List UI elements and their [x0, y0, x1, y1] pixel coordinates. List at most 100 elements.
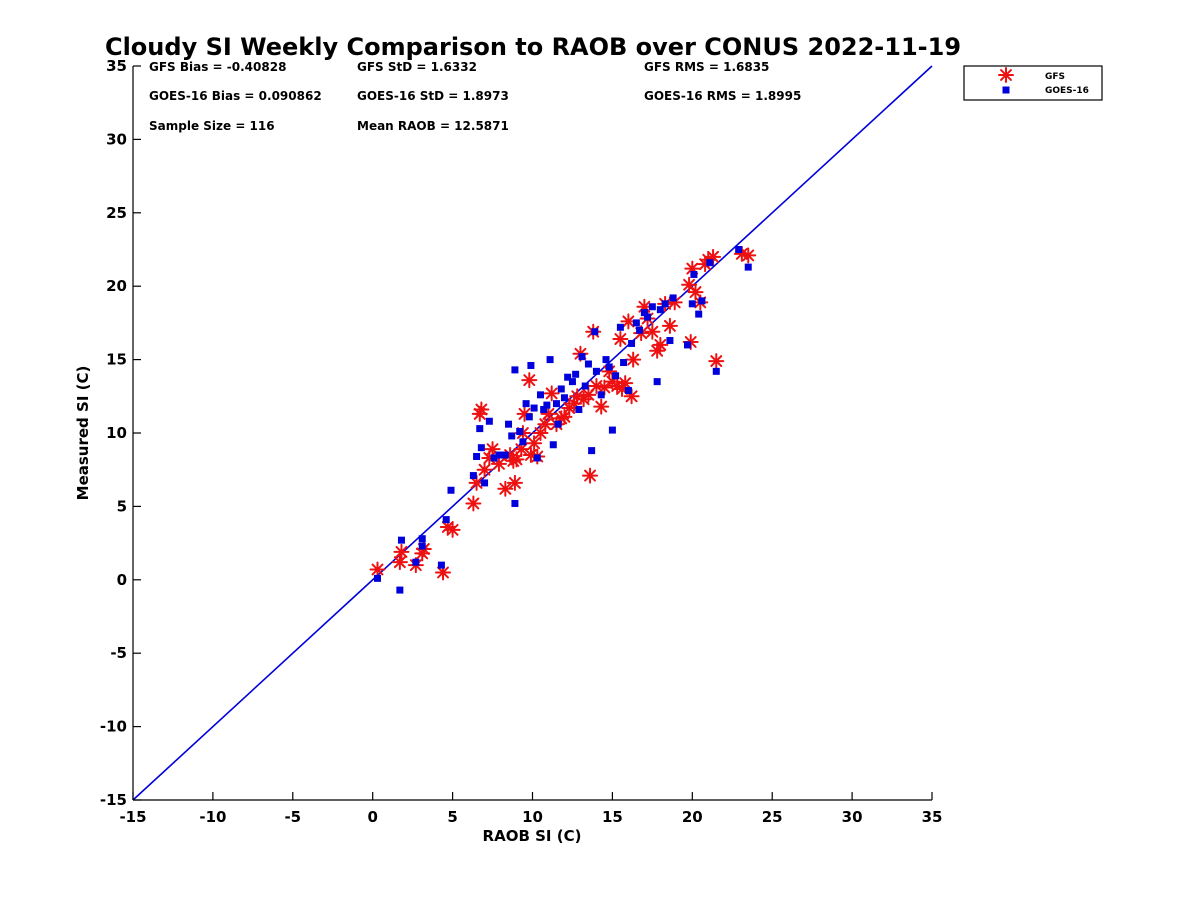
goes16-point	[592, 367, 600, 375]
goes16-point	[505, 420, 513, 428]
goes16-point	[624, 386, 632, 394]
legend-gfs-marker	[998, 67, 1014, 83]
goes16-point	[648, 303, 656, 311]
goes16-point	[588, 447, 596, 455]
goes16-point	[564, 373, 572, 381]
goes16-point	[549, 441, 557, 449]
goes16-point	[666, 337, 674, 345]
goes16-point	[591, 328, 599, 336]
gfs-point	[540, 405, 557, 422]
gfs-point	[465, 495, 482, 512]
goes16-point	[597, 391, 605, 399]
goes16-point	[477, 444, 485, 452]
x-tick-label: -5	[284, 808, 301, 826]
gfs-point	[620, 313, 637, 330]
legend-goes-symbol	[1002, 86, 1010, 94]
goes16-point	[616, 323, 624, 331]
goes16-point	[397, 536, 405, 544]
goes16-point	[653, 378, 661, 386]
goes16-point	[572, 370, 580, 378]
goes16-point	[530, 404, 538, 412]
y-tick-label: 0	[117, 571, 127, 589]
goes16-point	[418, 535, 426, 543]
goes16-point	[584, 360, 592, 368]
gfs-point	[526, 435, 543, 452]
gfs-point	[543, 385, 560, 402]
goes16-point	[396, 586, 404, 594]
goes16-point	[490, 454, 498, 462]
goes16-point	[373, 574, 381, 582]
goes16-point	[522, 400, 530, 408]
y-tick-label: 20	[106, 277, 127, 295]
goes16-point	[602, 356, 610, 364]
x-tick-label: -15	[119, 808, 146, 826]
goes16-point	[669, 294, 677, 302]
stat-goes-rms: GOES-16 RMS = 1.8995	[644, 89, 801, 103]
goes16-point	[473, 452, 481, 460]
goes16-point	[644, 313, 652, 321]
x-axis-label: RAOB SI (C)	[483, 827, 582, 845]
plot-area: -15 -10 -5 0 5 10 15 20 25 30 35 -15 -10 -5 0 5 10 15 20 25…	[100, 57, 943, 826]
goes16-point	[656, 306, 664, 314]
y-axis-label: Measured SI (C)	[74, 366, 92, 501]
points-layer	[369, 245, 757, 594]
goes16-point	[511, 499, 519, 507]
gfs-point	[644, 323, 661, 340]
goes16-point	[501, 451, 509, 459]
y-tick-label: -15	[100, 791, 127, 809]
goes16-point	[636, 326, 644, 334]
goes16-point	[447, 486, 455, 494]
goes16-point	[540, 406, 548, 414]
x-tick-label: 5	[447, 808, 457, 826]
x-tick-label: 25	[762, 808, 783, 826]
goes16-point	[557, 385, 565, 393]
goes16-point	[578, 353, 586, 361]
goes16-point	[632, 319, 640, 327]
goes16-point	[706, 259, 714, 267]
x-tick-label: 20	[682, 808, 703, 826]
goes16-point	[554, 420, 562, 428]
goes16-point	[519, 438, 527, 446]
gfs-point	[521, 372, 538, 389]
goes16-point	[608, 426, 616, 434]
gfs-point	[593, 398, 610, 415]
x-tick-label: -10	[199, 808, 226, 826]
gfs-point	[617, 375, 634, 392]
goes16-point	[744, 263, 752, 271]
gfs-point	[740, 247, 757, 264]
x-tick-label: 15	[602, 808, 623, 826]
goes16-point	[712, 367, 720, 375]
goes16-point	[442, 516, 450, 524]
stat-goes-std: GOES-16 StD = 1.8973	[357, 89, 509, 103]
goes16-point	[581, 382, 589, 390]
legend-gfs-label: GFS	[1045, 72, 1065, 82]
goes16-point	[640, 309, 648, 317]
goes16-point	[485, 417, 493, 425]
stat-gfs-std: GFS StD = 1.6332	[357, 60, 477, 74]
goes16-point	[527, 361, 535, 369]
goes16-point	[620, 359, 628, 367]
goes16-point	[735, 246, 743, 253]
y-tick-label: 15	[106, 351, 127, 369]
goes16-point	[412, 558, 420, 566]
goes16-point	[476, 425, 484, 433]
goes16-point	[533, 454, 541, 462]
gfs-point	[625, 351, 642, 368]
goes16-point	[605, 363, 613, 371]
goes16-point	[552, 400, 560, 408]
gfs-point	[391, 554, 408, 571]
stat-gfs-rms: GFS RMS = 1.6835	[644, 60, 769, 74]
gfs-point	[661, 317, 678, 334]
goes16-point	[469, 472, 477, 480]
y-tick-label: 35	[106, 57, 127, 75]
goes16-point	[418, 542, 426, 550]
stat-goes-bias: GOES-16 Bias = 0.090862	[149, 89, 322, 103]
goes16-point	[546, 356, 554, 364]
goes16-point	[568, 378, 576, 386]
goes16-point	[516, 428, 524, 436]
legend-box	[963, 65, 1103, 101]
goes16-point	[612, 372, 620, 380]
goes16-point	[511, 366, 519, 374]
goes16-point	[495, 451, 503, 459]
